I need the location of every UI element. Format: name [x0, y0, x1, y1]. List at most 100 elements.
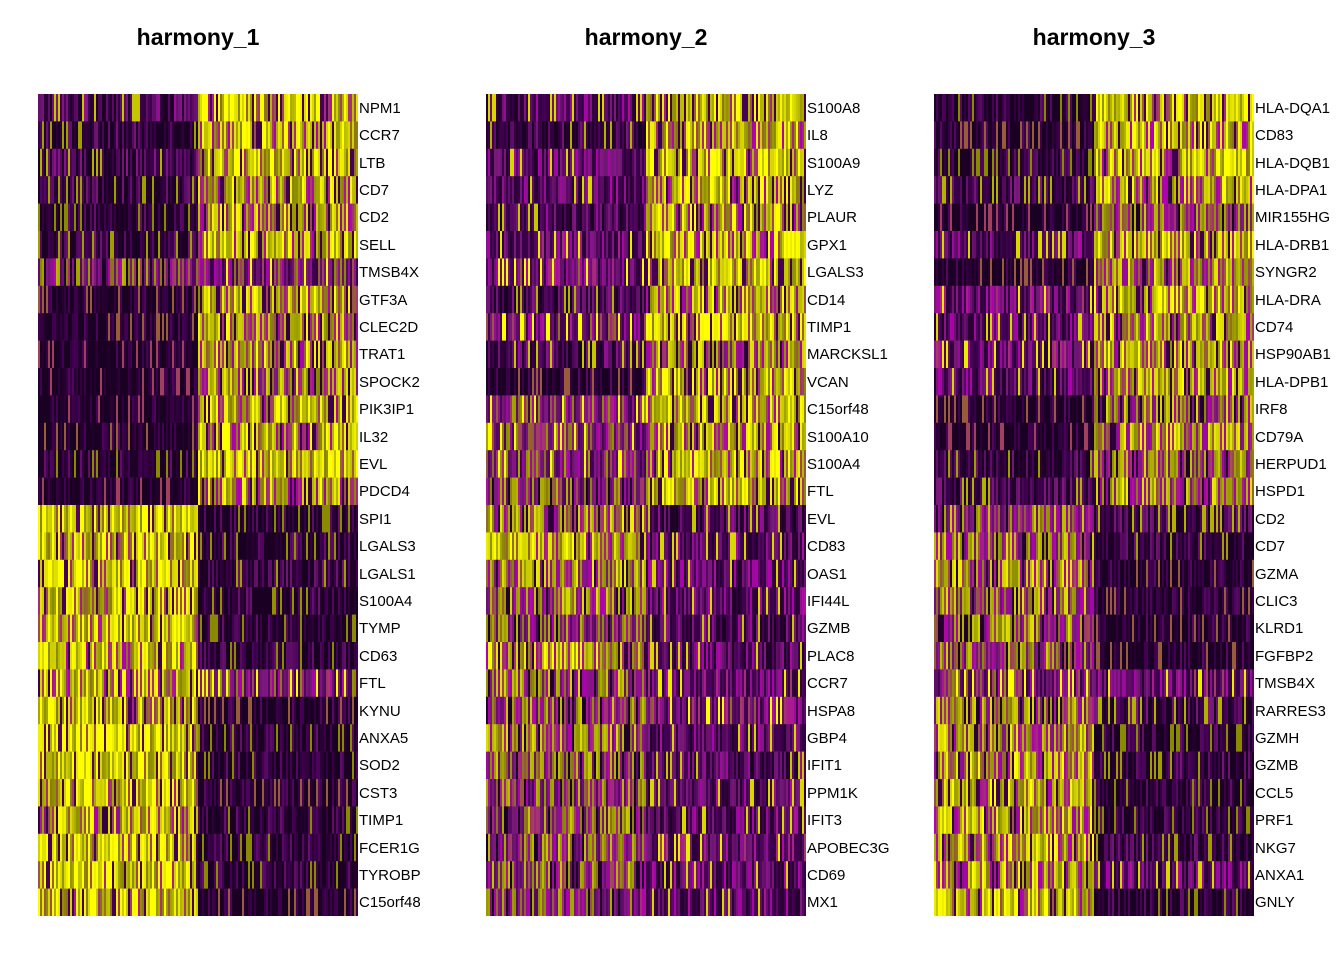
heatmap-cell	[190, 888, 193, 916]
heatmap-cell	[150, 121, 153, 150]
heatmap-cell	[50, 724, 53, 752]
heatmap-cell	[142, 121, 145, 150]
heatmap-cell	[222, 532, 225, 561]
heatmap-cell	[92, 313, 95, 341]
heatmap-cell	[336, 477, 339, 506]
heatmap-cell	[288, 94, 291, 122]
heatmap-cell	[58, 669, 61, 698]
heatmap-cell	[104, 724, 107, 752]
heatmap-cell	[130, 340, 133, 369]
heatmap-cell	[196, 121, 199, 150]
heatmap-cell	[102, 779, 105, 807]
heatmap-cell	[294, 313, 297, 341]
heatmap-cell	[260, 422, 263, 451]
heatmap-cell	[92, 559, 95, 588]
heatmap-cell	[186, 395, 189, 424]
heatmap-cell	[290, 340, 293, 369]
heatmap-cell	[260, 642, 263, 670]
heatmap-cell	[318, 559, 321, 588]
heatmap-cell	[64, 148, 67, 177]
heatmap-cell	[222, 121, 225, 150]
heatmap-cell	[178, 258, 181, 287]
heatmap-cell	[210, 422, 213, 451]
heatmap-cell	[194, 779, 197, 807]
heatmap-cell	[52, 669, 55, 698]
heatmap-cell	[214, 559, 217, 588]
heatmap-cell	[132, 779, 135, 807]
heatmap-cell	[306, 203, 309, 232]
heatmap-cell	[170, 751, 173, 780]
heatmap-cell	[180, 587, 183, 615]
heatmap-cell	[132, 806, 135, 835]
heatmap-cell	[350, 888, 353, 916]
heatmap-cell	[56, 450, 59, 478]
heatmap-cell	[46, 313, 49, 341]
heatmap-cell	[256, 806, 259, 835]
heatmap-cell	[110, 94, 113, 122]
heatmap-cell	[298, 833, 301, 862]
heatmap-cell	[282, 148, 285, 177]
heatmap-cell	[220, 203, 223, 232]
heatmap-cell	[286, 203, 289, 232]
heatmap-cell	[152, 833, 155, 862]
heatmap-cell	[322, 587, 325, 615]
heatmap-cell	[306, 422, 309, 451]
heatmap-cell	[116, 258, 119, 287]
heatmap-cell	[240, 203, 243, 232]
heatmap-cell	[140, 203, 143, 232]
heatmap-cell	[216, 94, 219, 122]
heatmap-cell	[110, 642, 113, 670]
heatmap-cell	[244, 696, 247, 725]
heatmap-cell	[178, 614, 181, 643]
heatmap-cell	[280, 642, 283, 670]
heatmap-cell	[206, 751, 209, 780]
heatmap-cell	[232, 94, 235, 122]
heatmap-cell	[68, 450, 71, 478]
heatmap-cell	[218, 779, 221, 807]
heatmap-cell	[276, 724, 279, 752]
heatmap-cell	[310, 340, 313, 369]
heatmap-cell	[222, 505, 225, 533]
heatmap-cell	[266, 559, 269, 588]
heatmap-cell	[240, 368, 243, 396]
heatmap-cell	[214, 806, 217, 835]
heatmap-cell	[184, 231, 187, 259]
heatmap-cell	[178, 148, 181, 177]
heatmap-cell	[122, 258, 125, 287]
heatmap-cell	[296, 477, 299, 506]
heatmap-cell	[504, 94, 507, 122]
heatmap-cell	[150, 505, 153, 533]
heatmap-cell	[334, 669, 337, 698]
heatmap-cell	[114, 779, 117, 807]
heatmap-cell	[58, 779, 61, 807]
heatmap-cell	[230, 368, 233, 396]
heatmap-cell	[94, 806, 97, 835]
heatmap-cell	[108, 148, 111, 177]
heatmap-cell	[142, 888, 145, 916]
heatmap-cell	[234, 395, 237, 424]
heatmap-cell	[314, 477, 317, 506]
heatmap-cell	[102, 176, 105, 204]
heatmap-cell	[168, 833, 171, 862]
heatmap-cell	[170, 532, 173, 561]
heatmap-cell	[292, 395, 295, 424]
heatmap-cell	[262, 642, 265, 670]
heatmap-cell	[284, 751, 287, 780]
heatmap-cell	[178, 559, 181, 588]
heatmap-cell	[338, 696, 341, 725]
heatmap-cell	[248, 285, 251, 314]
heatmap-cell	[280, 395, 283, 424]
heatmap-cell	[696, 94, 699, 122]
heatmap-cell	[120, 450, 123, 478]
heatmap-cell	[140, 313, 143, 341]
heatmap-cell	[180, 532, 183, 561]
heatmap-cell	[258, 203, 261, 232]
heatmap-cell	[704, 94, 707, 122]
heatmap-cell	[228, 477, 231, 506]
heatmap-cell	[234, 614, 237, 643]
heatmap-cell	[130, 614, 133, 643]
heatmap-cell	[288, 313, 291, 341]
heatmap-cell	[68, 532, 71, 561]
heatmap-cell	[92, 258, 95, 287]
heatmap-cell	[104, 696, 107, 725]
